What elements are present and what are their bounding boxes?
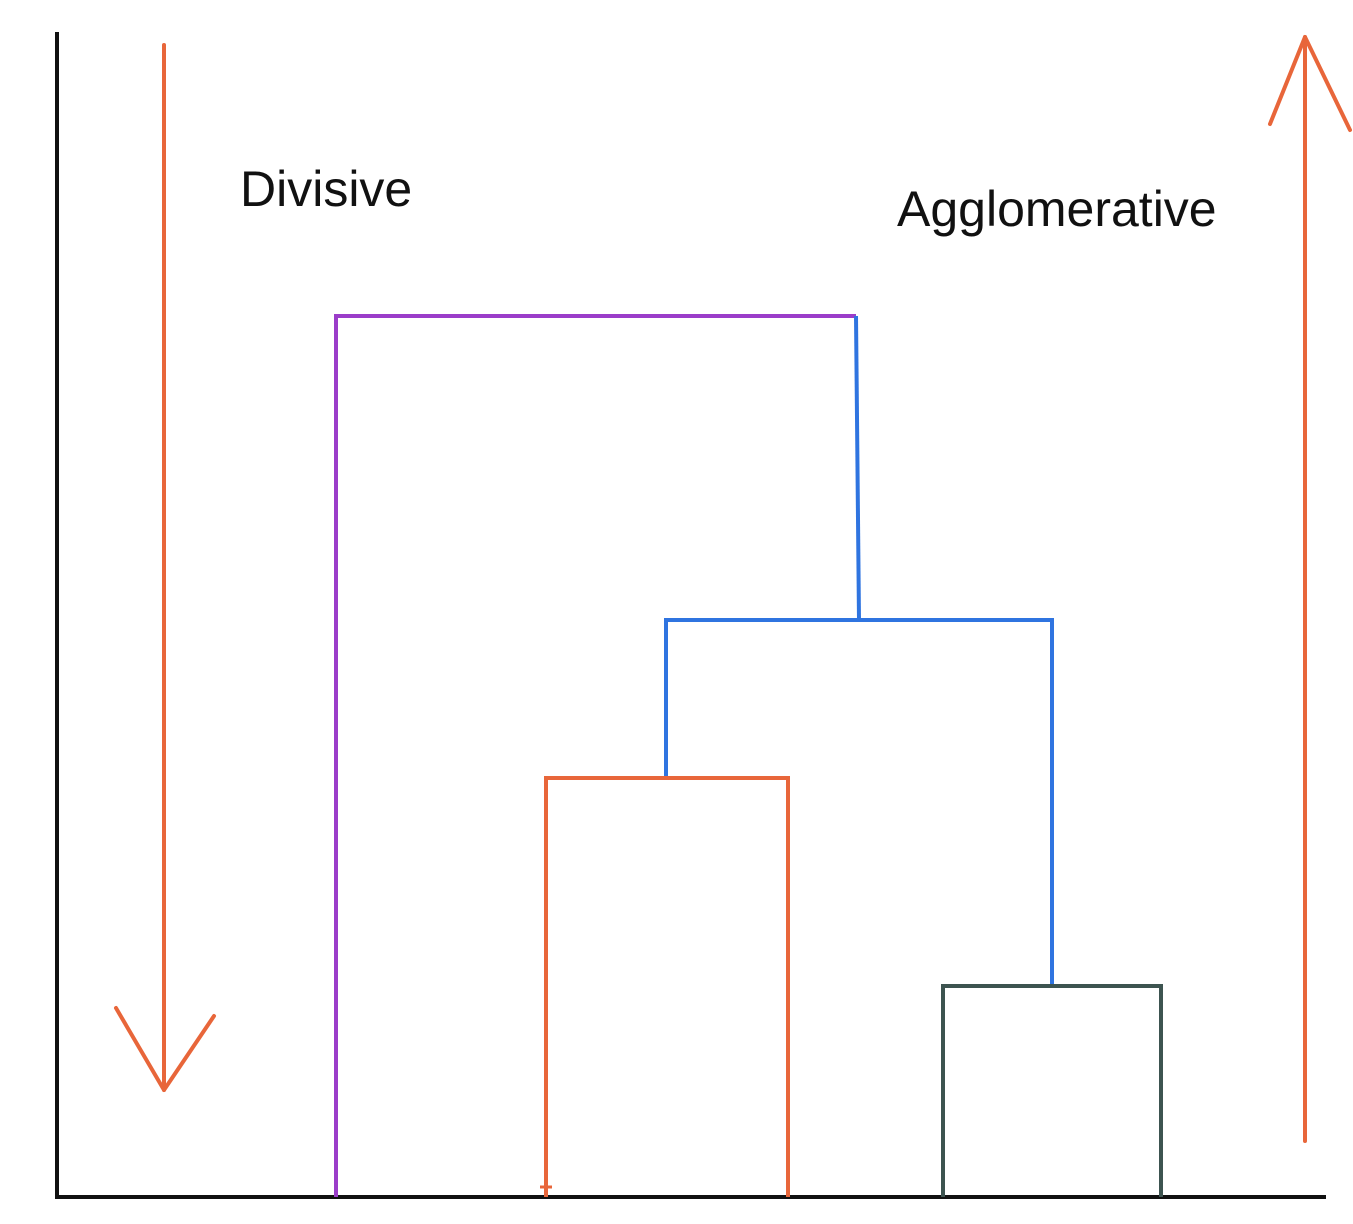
green-cluster-link <box>941 984 1163 1197</box>
root-link-left <box>334 314 856 1197</box>
arrow-down-icon <box>114 43 216 1092</box>
arrow-up-icon <box>1268 35 1352 1143</box>
mid-cluster-link <box>664 618 1054 986</box>
agglomerative-label: Agglomerative <box>897 181 1217 237</box>
orange-cluster-link <box>544 776 790 1197</box>
root-link-right <box>854 315 861 621</box>
divisive-label: Divisive <box>240 161 413 217</box>
